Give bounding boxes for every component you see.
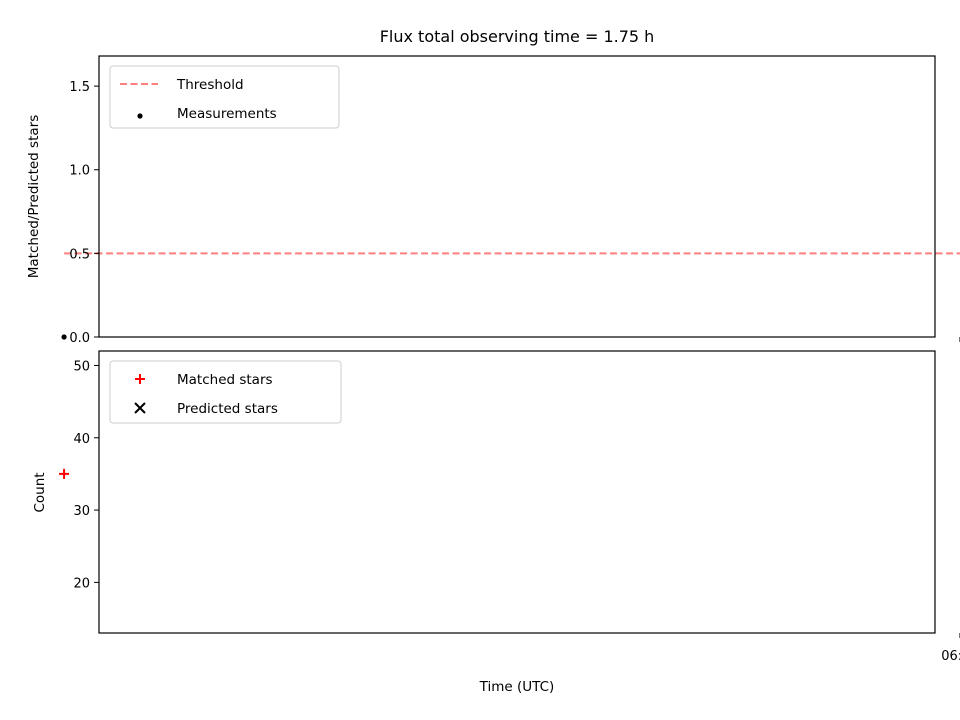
series-plus xyxy=(59,468,70,479)
top-panel: 0.0 0.5 1.0 1.5 Threshold Measurements xyxy=(61,55,960,346)
matched-star-point xyxy=(59,468,70,479)
legend-box xyxy=(109,360,342,424)
legend-label: Threshold xyxy=(176,77,244,93)
plot-frame xyxy=(98,55,936,338)
legend-label: Predicted stars xyxy=(177,401,278,417)
legend-matched-swatch xyxy=(135,374,145,384)
legend-label: Matched stars xyxy=(177,372,273,388)
y-tick-label: 1.5 xyxy=(69,80,90,95)
x-tick-label: 06:00 xyxy=(941,649,960,664)
y-tick-label: 40 xyxy=(73,432,90,447)
legend-measurement-swatch xyxy=(137,113,143,119)
y-tick-label: 50 xyxy=(73,359,90,374)
legend-label: Measurements xyxy=(177,106,277,122)
legend-box xyxy=(109,65,340,129)
bottom-y-axis-label: Count xyxy=(32,472,48,512)
legend: Threshold Measurements xyxy=(109,65,340,129)
y-tick-label: 0.0 xyxy=(69,331,90,346)
y-tick-label: 20 xyxy=(73,576,90,591)
y-tick-label: 0.5 xyxy=(69,247,90,262)
top-y-axis-label: Matched/Predicted stars xyxy=(26,115,42,278)
legend: Matched stars Predicted stars xyxy=(109,360,342,424)
y-tick-label: 30 xyxy=(73,504,90,519)
series-dot xyxy=(61,334,67,340)
bottom-panel: 2030405018:0020:0022:0000:0002:0004:0006… xyxy=(59,350,960,664)
x-axis-label: Time (UTC) xyxy=(479,679,555,695)
chart-title: Flux total observing time = 1.75 h xyxy=(380,27,655,46)
measurement-point xyxy=(61,334,67,340)
legend-predicted-swatch xyxy=(134,402,146,414)
y-tick-label: 1.0 xyxy=(69,164,90,179)
plot-frame xyxy=(98,350,936,634)
